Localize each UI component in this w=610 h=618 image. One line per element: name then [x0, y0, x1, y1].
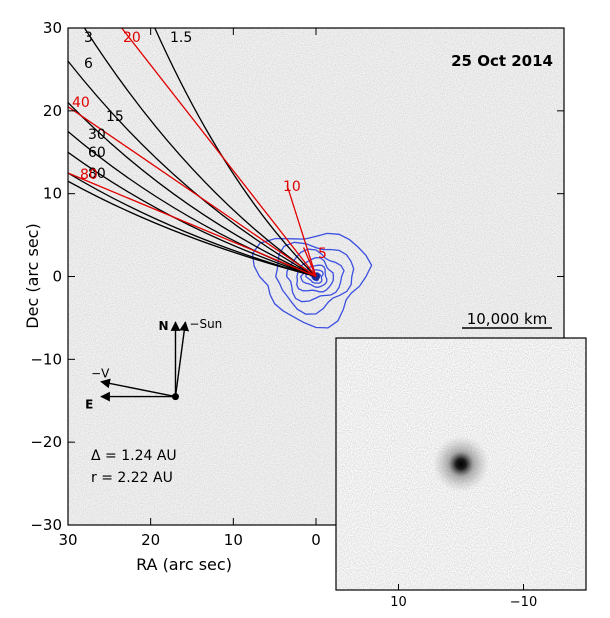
inset-panel: 10 −10 — [335, 337, 587, 610]
synchrone-label-10: 10 — [283, 179, 301, 195]
synchrone-80 — [68, 172, 317, 278]
y-tick-label--10: −10 — [30, 350, 62, 368]
inset-frame — [335, 337, 587, 591]
r-label: r = 2.22 AU — [91, 470, 173, 486]
arrow-label-e: E — [85, 398, 93, 412]
inset-x-tick-label--10: −10 — [510, 595, 537, 610]
syndyne-60 — [68, 151, 317, 278]
plot-content — [68, 28, 373, 329]
syndyne-label-30: 30 — [88, 127, 106, 143]
contour-2 — [275, 241, 355, 315]
x-tick-label-0: 0 — [311, 531, 321, 549]
x-tick-label-10: 10 — [224, 531, 243, 549]
synchrone-40 — [68, 106, 317, 278]
synchrone-20 — [121, 28, 317, 277]
x-axis-title: RA (arc sec) — [136, 555, 232, 574]
y-tick-label-10: 10 — [43, 185, 62, 203]
y-tick-label-20: 20 — [43, 102, 62, 120]
y-tick-label-30: 30 — [43, 19, 62, 37]
y-tick-label--20: −20 — [30, 433, 62, 451]
contour-3 — [286, 248, 345, 303]
contour-6 — [305, 269, 324, 284]
syndyne-6 — [68, 60, 317, 278]
synchrone-label-40: 40 — [72, 95, 90, 111]
syndyne-label-60: 60 — [88, 145, 106, 161]
arrow-label-minus-v: −V — [91, 367, 110, 381]
inset-x-tick-label-10: 10 — [390, 595, 407, 610]
contour-5 — [299, 264, 328, 288]
scale-bar-label: 10,000 km — [467, 310, 548, 328]
syndyne-3 — [83, 28, 317, 278]
synchrone-10 — [286, 185, 317, 277]
axis-ticks: 30 20 10 0 30 20 10 0 −10 −20 −30 — [30, 19, 564, 549]
syndyne-15 — [68, 102, 317, 278]
y-axis-title: Dec (arc sec) — [23, 223, 42, 328]
contour-4 — [296, 256, 335, 293]
syndyne-label-1.5: 1.5 — [170, 30, 192, 46]
scale-bar: 10,000 km — [462, 310, 552, 329]
syndyne-1.5 — [154, 28, 317, 277]
synchrone-label-20: 20 — [123, 30, 141, 46]
direction-arrows: N −Sun E −V — [85, 317, 222, 412]
x-tick-label-20: 20 — [141, 531, 160, 549]
syndyne-label-80: 80 — [88, 166, 106, 182]
inset-source — [433, 436, 489, 492]
x-tick-label-30: 30 — [58, 531, 77, 549]
arrow-minus-v — [100, 378, 176, 398]
syndyne-label-3: 3 — [84, 30, 93, 46]
syndyne-extra — [68, 180, 317, 278]
arrow-label-minus-sun: −Sun — [189, 317, 222, 331]
date-label: 25 Oct 2014 — [451, 52, 553, 70]
syndyne-label-6: 6 — [84, 56, 93, 72]
synchrone-label-5: 5 — [318, 246, 327, 262]
delta-label: Δ = 1.24 AU — [91, 448, 177, 464]
y-tick-label--30: −30 — [30, 516, 62, 534]
inset-ticks: 10 −10 — [390, 584, 537, 610]
arrow-label-n: N — [159, 319, 169, 333]
syndyne-label-15: 15 — [106, 109, 124, 125]
synchrone-label-80: 80 — [80, 167, 98, 183]
arrow-minus-sun — [174, 321, 190, 397]
y-tick-label-0: 0 — [52, 268, 62, 286]
contour-1 — [251, 232, 373, 329]
syndyne-80 — [68, 172, 317, 278]
